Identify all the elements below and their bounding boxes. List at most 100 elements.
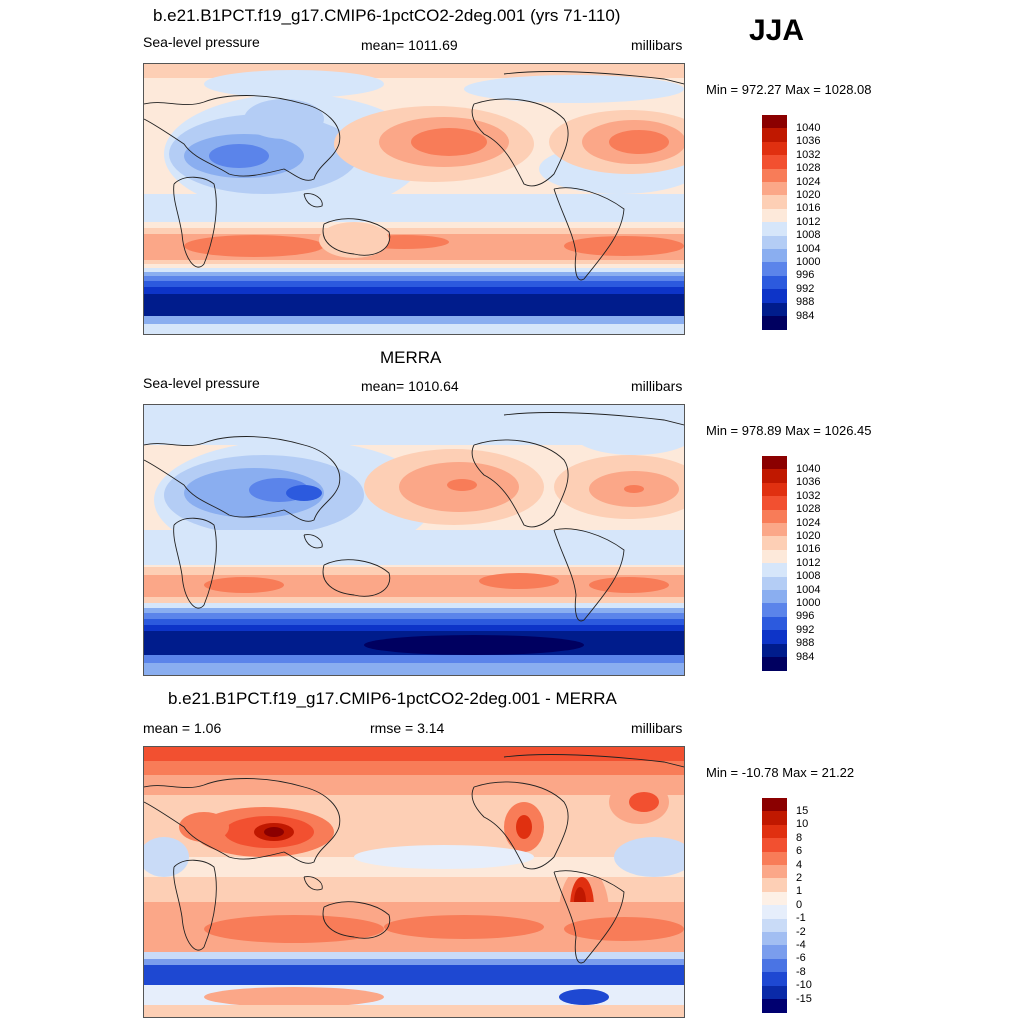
colorbar-box: [762, 918, 787, 933]
colorbar-box: [762, 155, 787, 170]
colorbar-box: [762, 222, 787, 237]
colorbar-label: 1032: [796, 148, 821, 161]
panel-3-units-label: millibars: [631, 720, 683, 736]
colorbar-box: [762, 643, 787, 658]
colorbar-box: [762, 932, 787, 946]
colorbar-label: 988: [796, 637, 815, 650]
colorbar-box: [762, 603, 787, 618]
colorbar-box: [762, 616, 787, 631]
colorbar-label: 1020: [796, 529, 821, 542]
colorbar-box: [762, 657, 787, 671]
colorbar-box: [762, 563, 787, 578]
colorbar-label: 8: [796, 831, 803, 844]
colorbar-label: 1024: [796, 175, 821, 188]
colorbar-box: [762, 536, 787, 551]
colorbar-label: 10: [796, 818, 809, 831]
colorbar-label: 1008: [796, 570, 821, 583]
panel-1-title: b.e21.B1PCT.f19_g17.CMIP6-1pctCO2-2deg.0…: [153, 6, 621, 25]
panel-2-title: MERRA: [380, 348, 442, 367]
colorbar-label: -6: [796, 952, 806, 965]
panel-1-map: [143, 63, 685, 335]
colorbar-box: [762, 549, 787, 564]
colorbar-label: 1012: [796, 215, 821, 228]
panel-1-units-label: millibars: [631, 37, 683, 53]
colorbar-label: 984: [796, 650, 815, 663]
colorbar-label: 1016: [796, 543, 821, 556]
panel-3-map: [143, 746, 685, 1018]
panel-2-left-label: Sea-level pressure: [143, 375, 260, 391]
colorbar-label: 1004: [796, 242, 821, 255]
panel-3-title: b.e21.B1PCT.f19_g17.CMIP6-1pctCO2-2deg.0…: [168, 689, 617, 708]
colorbar-label: 1024: [796, 516, 821, 529]
colorbar-label: 1028: [796, 162, 821, 175]
colorbar-label: 996: [796, 269, 815, 282]
season-label: JJA: [749, 14, 805, 47]
colorbar-box: [762, 509, 787, 524]
colorbar-box: [762, 275, 787, 290]
colorbar-box: [762, 128, 787, 143]
colorbar-label: 1036: [796, 135, 821, 148]
colorbar-box: [762, 115, 787, 129]
colorbar-label: 992: [796, 623, 815, 636]
colorbar-box: [762, 482, 787, 497]
colorbar-box: [762, 249, 787, 263]
colorbar-box: [762, 878, 787, 893]
colorbar-label: 4: [796, 858, 803, 871]
panel-3-rmse-label: rmse = 3.14: [370, 720, 445, 736]
colorbar-label: 1000: [796, 255, 821, 268]
colorbar-box: [762, 590, 787, 604]
colorbar-label: 1036: [796, 476, 821, 489]
colorbar-box: [762, 168, 787, 183]
colorbar-label: 1000: [796, 596, 821, 609]
colorbar-label: 15: [796, 804, 809, 817]
panel-2-units-label: millibars: [631, 378, 683, 394]
colorbar-label: 996: [796, 610, 815, 623]
colorbar-label: 1040: [796, 462, 821, 475]
panel-1-contour-field: [144, 64, 684, 334]
colorbar-box: [762, 316, 787, 330]
panel-2-contour-field: [144, 405, 684, 675]
colorbar-box: [762, 195, 787, 210]
colorbar-label: 988: [796, 296, 815, 309]
colorbar-box: [762, 523, 787, 537]
panel-2-minmax: Min = 978.89 Max = 1026.45: [706, 423, 872, 438]
panel-2-mean-label: mean= 1010.64: [361, 378, 459, 394]
colorbar-label: 984: [796, 309, 815, 322]
colorbar-box: [762, 302, 787, 317]
panel-1-left-label: Sea-level pressure: [143, 34, 260, 50]
colorbar-label: 992: [796, 282, 815, 295]
panel-3-minmax: Min = -10.78 Max = 21.22: [706, 765, 855, 780]
colorbar-label: -1: [796, 912, 806, 925]
colorbar-box: [762, 905, 787, 920]
colorbar-label: 1032: [796, 489, 821, 502]
colorbar-box: [762, 811, 787, 826]
colorbar-label: 1028: [796, 503, 821, 516]
colorbar-box: [762, 798, 787, 812]
panel-3-contour-field: [144, 747, 684, 1017]
colorbar-box: [762, 496, 787, 511]
colorbar-label: 1020: [796, 188, 821, 201]
colorbar-box: [762, 456, 787, 470]
colorbar-label: -10: [796, 979, 812, 992]
panel-1-mean-label: mean= 1011.69: [361, 37, 458, 53]
colorbar-box: [762, 576, 787, 591]
colorbar-box: [762, 985, 787, 1000]
colorbar-label: 2: [796, 871, 803, 884]
colorbar-label: 1: [796, 885, 803, 898]
colorbar-box: [762, 262, 787, 277]
colorbar-box: [762, 824, 787, 839]
panel-3-mean-label: mean = 1.06: [143, 720, 222, 736]
panel-2-map: [143, 404, 685, 676]
colorbar-box: [762, 182, 787, 196]
colorbar-box: [762, 958, 787, 973]
colorbar-label: 6: [796, 845, 803, 858]
colorbar-box: [762, 891, 787, 906]
colorbar-box: [762, 235, 787, 250]
colorbar-label: -4: [796, 938, 806, 951]
colorbar-label: 1016: [796, 202, 821, 215]
colorbar-box: [762, 972, 787, 987]
colorbar-box: [762, 865, 787, 879]
colorbar-box: [762, 945, 787, 960]
colorbar-label: -2: [796, 925, 806, 938]
colorbar-label: -15: [796, 992, 812, 1005]
